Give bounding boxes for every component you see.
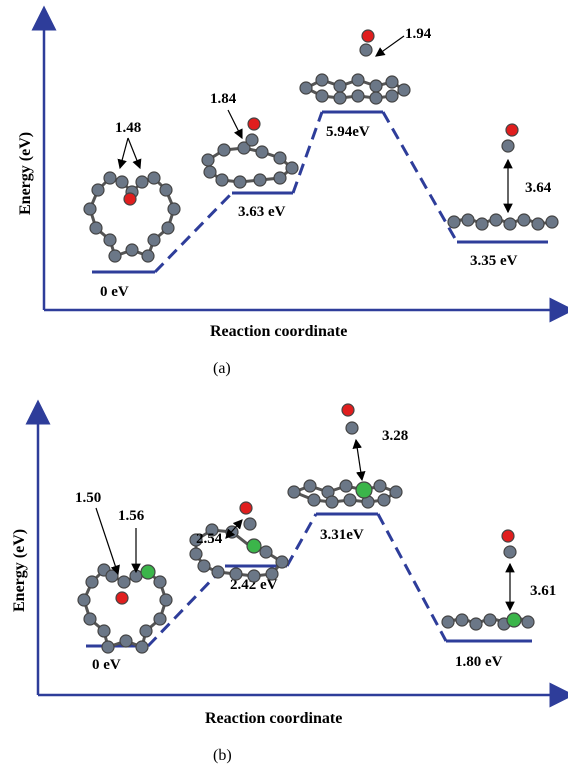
panel-b-xlabel: Reaction coordinate bbox=[205, 710, 342, 727]
panel-b-molecule-2 bbox=[189, 501, 289, 583]
panel-a-ylabel: Energy (eV) bbox=[17, 132, 34, 215]
panel-a-arrow bbox=[117, 137, 129, 170]
panel-a-level-label-1: 3.63 eV bbox=[238, 204, 286, 220]
panel-b-bond-label-4: 3.61 bbox=[530, 583, 556, 599]
panel-a-molecule-4 bbox=[447, 123, 559, 231]
panel-a-bond-label-0: 1.48 bbox=[115, 120, 141, 136]
panel-a-level-label-3: 3.35 eV bbox=[470, 253, 518, 269]
panel-b-level-label-2: 3.31eV bbox=[320, 527, 364, 543]
panel-a-bond-label-1: 1.84 bbox=[210, 91, 237, 107]
panel-b-arrow bbox=[95, 507, 120, 576]
panel-a-arrow bbox=[127, 137, 142, 170]
panel-b-bond-label-0: 1.50 bbox=[75, 490, 101, 506]
panel-b-level-label-0: 0 eV bbox=[92, 657, 121, 673]
panel-a: Energy (eV) Reaction coordinate (a) 0 eV… bbox=[17, 5, 568, 377]
panel-b-level-label-1: 2.42 eV bbox=[230, 577, 278, 593]
panel-b-ylabel: Energy (eV) bbox=[11, 529, 28, 612]
panel-a-level-label-0: 0 eV bbox=[100, 284, 129, 300]
panel-b-molecule-3 bbox=[287, 403, 403, 509]
panel-a-bond-label-2: 1.94 bbox=[405, 26, 432, 42]
panel-b-bond-label-2: 2.54 bbox=[196, 531, 223, 547]
panel-a-molecule-ring bbox=[83, 171, 181, 263]
panel-b-path bbox=[146, 513, 448, 648]
panel-b-molecule-ring bbox=[77, 563, 173, 654]
panel-a-arrow bbox=[375, 35, 405, 57]
panel-b-molecule-4 bbox=[441, 529, 535, 631]
panel-b-bond-label-3: 3.28 bbox=[382, 428, 408, 444]
panel-a-molecule-3 bbox=[299, 29, 411, 105]
panel-b: Energy (eV) Reaction coordinate (b) 0 eV… bbox=[11, 399, 568, 764]
panel-b-caption: (b) bbox=[213, 747, 232, 764]
panel-a-path bbox=[153, 111, 459, 274]
panel-b-arrow bbox=[352, 438, 366, 482]
panel-a-arrow bbox=[227, 109, 243, 140]
panel-a-level-label-2: 5.94eV bbox=[326, 124, 370, 140]
panel-b-bond-label-1: 1.56 bbox=[118, 508, 145, 524]
panel-b-level-label-3: 1.80 eV bbox=[455, 654, 503, 670]
panel-a-molecule-2 bbox=[201, 117, 299, 189]
panel-a-xlabel: Reaction coordinate bbox=[210, 323, 347, 340]
panel-a-caption: (a) bbox=[213, 360, 231, 377]
panel-b-arrow bbox=[225, 519, 243, 539]
panel-a-bond-label-3: 3.64 bbox=[525, 180, 552, 196]
